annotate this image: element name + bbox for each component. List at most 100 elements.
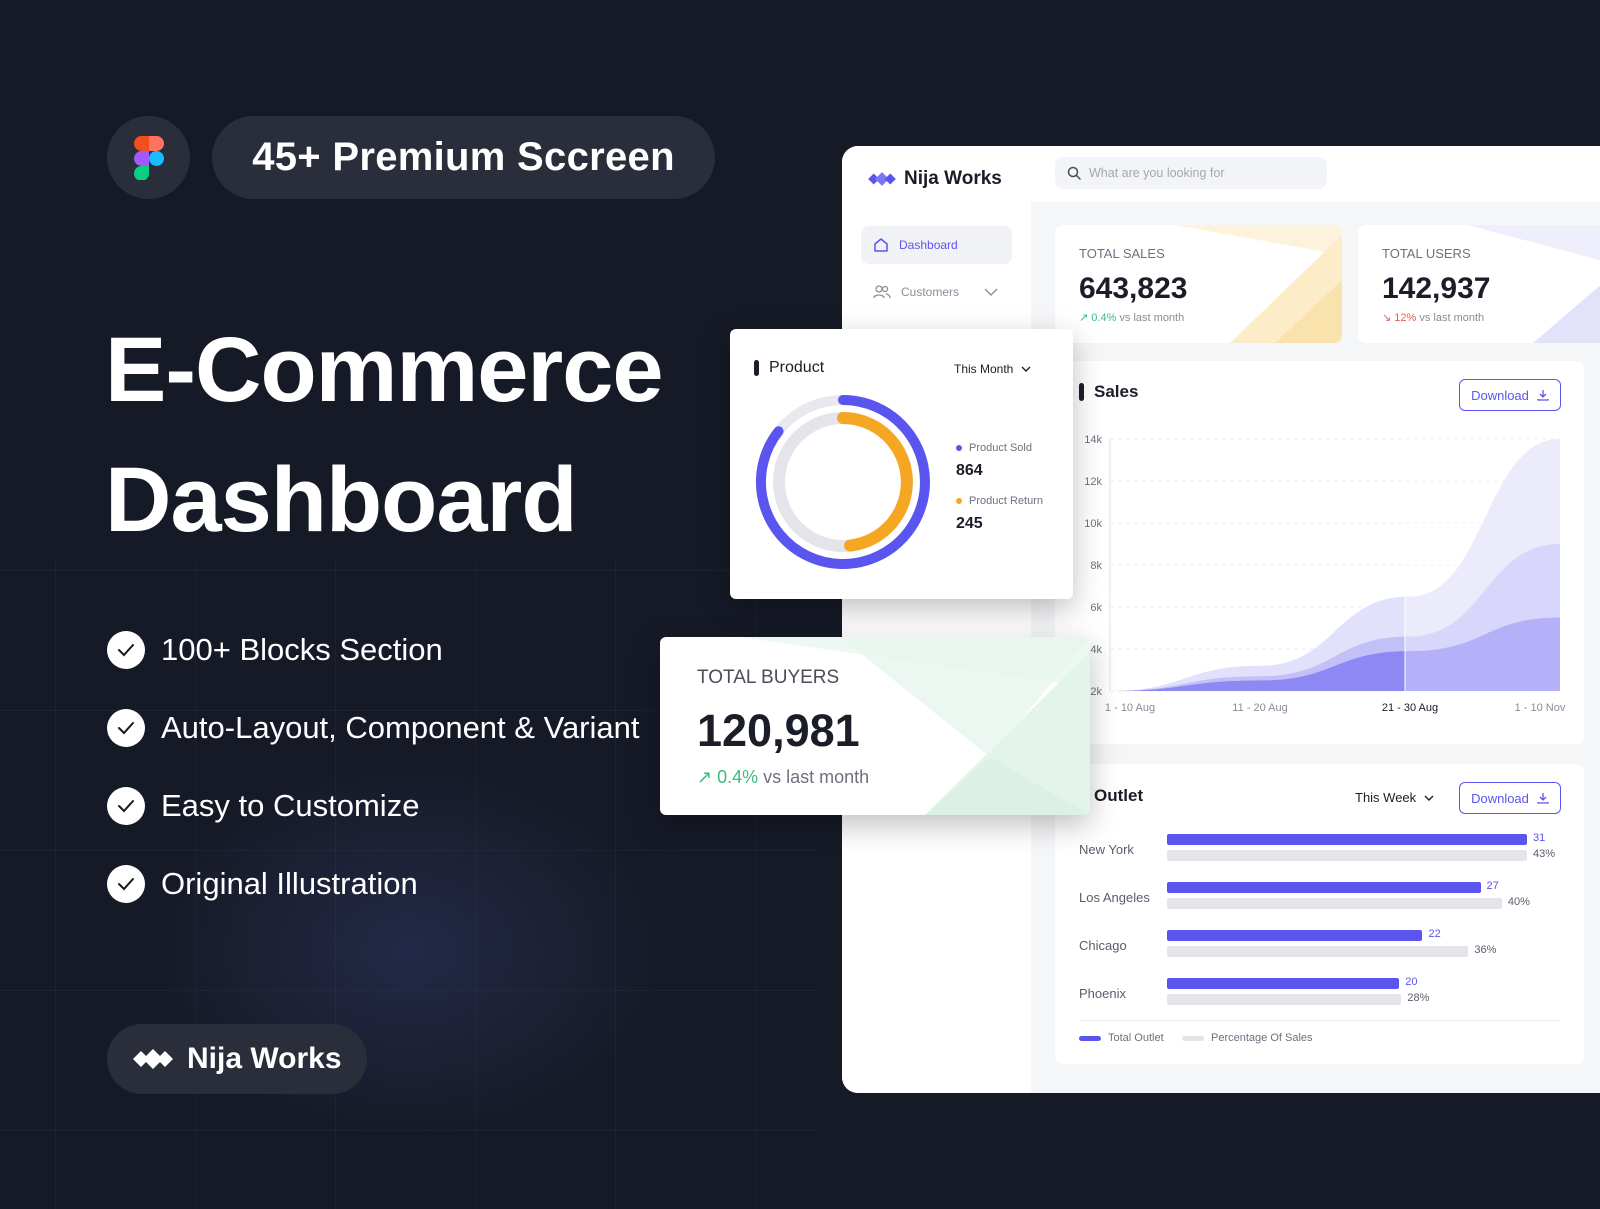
y-tick-label: 4k bbox=[1090, 644, 1102, 656]
figma-icon bbox=[133, 135, 164, 180]
legend-dot bbox=[956, 498, 962, 504]
change-suffix: vs last month bbox=[1119, 312, 1185, 324]
product-period-dropdown[interactable]: This Month bbox=[954, 362, 1031, 376]
y-tick-label: 8k bbox=[1090, 560, 1102, 572]
outlet-period-dropdown[interactable]: This Week bbox=[1355, 790, 1434, 805]
feature-label: Original Illustration bbox=[161, 866, 418, 901]
stat-change: ↘ 12% vs last month bbox=[1382, 311, 1484, 324]
product-card: Product This Month Product Sold 864 Prod… bbox=[730, 329, 1073, 599]
y-tick-label: 10k bbox=[1084, 518, 1102, 530]
feature-item: Auto-Layout, Component & Variant bbox=[107, 708, 640, 748]
outlet-count: 22 bbox=[1428, 928, 1441, 940]
outlet-bar bbox=[1167, 930, 1423, 941]
card-decoration bbox=[1468, 225, 1600, 343]
outlet-count: 20 bbox=[1405, 976, 1418, 988]
change-value: 0.4% bbox=[1091, 312, 1117, 324]
total-sales-card: TOTAL SALES 643,823 ↗ 0.4% vs last month bbox=[1055, 225, 1342, 343]
legend-swatch bbox=[1079, 1035, 1101, 1041]
premium-screen-pill: 45+ Premium Sccreen bbox=[212, 116, 715, 199]
feature-label: 100+ Blocks Section bbox=[161, 632, 443, 667]
title-marker bbox=[754, 360, 759, 376]
hero-title: E-Commerce Dashboard bbox=[105, 305, 745, 565]
percentage-value: 28% bbox=[1407, 992, 1430, 1004]
sales-download-button[interactable]: Download bbox=[1459, 379, 1561, 411]
stat-label: TOTAL SALES bbox=[1079, 246, 1165, 261]
figma-badge bbox=[107, 116, 190, 199]
feature-label: Auto-Layout, Component & Variant bbox=[161, 710, 640, 745]
sidebar-item-dashboard[interactable]: Dashboard bbox=[861, 226, 1012, 264]
legend-label: Percentage Of Sales bbox=[1211, 1032, 1313, 1044]
percentage-bar bbox=[1167, 898, 1502, 909]
legend-percentage: Percentage Of Sales bbox=[1182, 1032, 1313, 1044]
outlet-bar bbox=[1167, 882, 1481, 893]
feature-item: Easy to Customize bbox=[107, 786, 640, 826]
y-tick-label: 14k bbox=[1084, 434, 1102, 446]
y-tick-label: 2k bbox=[1090, 686, 1102, 698]
product-donut-chart bbox=[756, 395, 930, 569]
search-input[interactable] bbox=[1089, 166, 1309, 180]
buyers-change: ↗ 0.4% vs last month bbox=[697, 767, 869, 788]
buyers-label: TOTAL BUYERS bbox=[697, 667, 840, 688]
legend-product-sold: Product Sold bbox=[956, 442, 1032, 454]
outlet-card: Outlet This Week Download New York 31 43% L… bbox=[1055, 764, 1584, 1064]
product-sold-value: 864 bbox=[956, 462, 983, 479]
change-value: 0.4% bbox=[717, 767, 759, 787]
outlet-divider bbox=[1079, 1020, 1561, 1021]
percentage-bar bbox=[1167, 994, 1402, 1005]
chevron-down-icon bbox=[1424, 795, 1434, 801]
home-icon bbox=[874, 238, 888, 252]
outlet-city: Chicago bbox=[1079, 938, 1127, 953]
change-suffix: vs last month bbox=[763, 767, 870, 787]
search-box bbox=[1055, 157, 1327, 189]
legend-label: Product Return bbox=[969, 495, 1043, 507]
x-tick-label: 11 - 20 Aug bbox=[1232, 702, 1287, 714]
sidebar: Nija Works Dashboard Customers bbox=[842, 146, 1031, 1093]
area-series-3 bbox=[1110, 617, 1560, 691]
total-buyers-card: TOTAL BUYERS 120,981 ↗ 0.4% vs last mont… bbox=[660, 637, 1090, 815]
outlet-title-text: Outlet bbox=[1094, 786, 1144, 805]
outlet-row: Phoenix 20 28% bbox=[1079, 976, 1559, 1012]
legend-total-outlet: Total Outlet bbox=[1079, 1032, 1164, 1044]
outlet-row: Los Angeles 27 40% bbox=[1079, 880, 1559, 916]
sidebar-logo[interactable]: Nija Works bbox=[868, 168, 1002, 190]
nija-works-logo-icon bbox=[133, 1049, 173, 1069]
outlet-city: Phoenix bbox=[1079, 986, 1126, 1001]
x-tick-label: 1 - 10 Nov bbox=[1515, 702, 1566, 714]
hero-title-line2: Dashboard bbox=[105, 449, 578, 551]
sales-title: Sales bbox=[1079, 382, 1138, 402]
percentage-value: 40% bbox=[1507, 896, 1530, 908]
sales-title-text: Sales bbox=[1094, 382, 1139, 401]
card-decoration bbox=[740, 637, 1090, 815]
check-icon bbox=[107, 631, 145, 669]
feature-list: 100+ Blocks Section Auto-Layout, Compone… bbox=[107, 630, 640, 942]
donut-arc-return bbox=[837, 412, 913, 552]
check-icon bbox=[107, 787, 145, 825]
check-icon bbox=[107, 865, 145, 903]
dashboard-panel: Nija Works Dashboard Customers bbox=[842, 146, 1600, 1093]
legend-product-return: Product Return bbox=[956, 495, 1043, 507]
sales-chart: 14k 12k 10k 8k 6k 4k 2k1 - 10 Aug 11 - 20 Aug 21… bbox=[1084, 434, 1566, 714]
product-title: Product bbox=[754, 359, 824, 377]
download-icon bbox=[1537, 390, 1549, 401]
legend-label: Product Sold bbox=[969, 442, 1032, 454]
users-icon bbox=[873, 285, 891, 299]
outlet-download-button[interactable]: Download bbox=[1459, 782, 1561, 814]
feature-item: 100+ Blocks Section bbox=[107, 630, 640, 670]
trend-down-icon: ↘ bbox=[1382, 312, 1392, 324]
x-tick-label: 1 - 10 Aug bbox=[1105, 702, 1155, 714]
outlet-row: New York 31 43% bbox=[1079, 832, 1559, 868]
sidebar-item-customers[interactable]: Customers bbox=[861, 274, 1012, 310]
chevron-down-icon[interactable] bbox=[984, 288, 998, 296]
feature-item: Original Illustration bbox=[107, 864, 640, 904]
legend-dot bbox=[956, 445, 962, 451]
trend-up-icon: ↗ bbox=[1079, 312, 1089, 324]
product-return-value: 245 bbox=[956, 515, 983, 532]
outlet-row: Chicago 22 36% bbox=[1079, 928, 1559, 964]
outlet-bar bbox=[1167, 834, 1527, 845]
stat-value: 643,823 bbox=[1079, 272, 1188, 305]
search-icon bbox=[1067, 166, 1081, 180]
check-icon bbox=[107, 709, 145, 747]
feature-label: Easy to Customize bbox=[161, 788, 420, 823]
download-label: Download bbox=[1471, 387, 1529, 403]
outlet-bar bbox=[1167, 978, 1400, 989]
